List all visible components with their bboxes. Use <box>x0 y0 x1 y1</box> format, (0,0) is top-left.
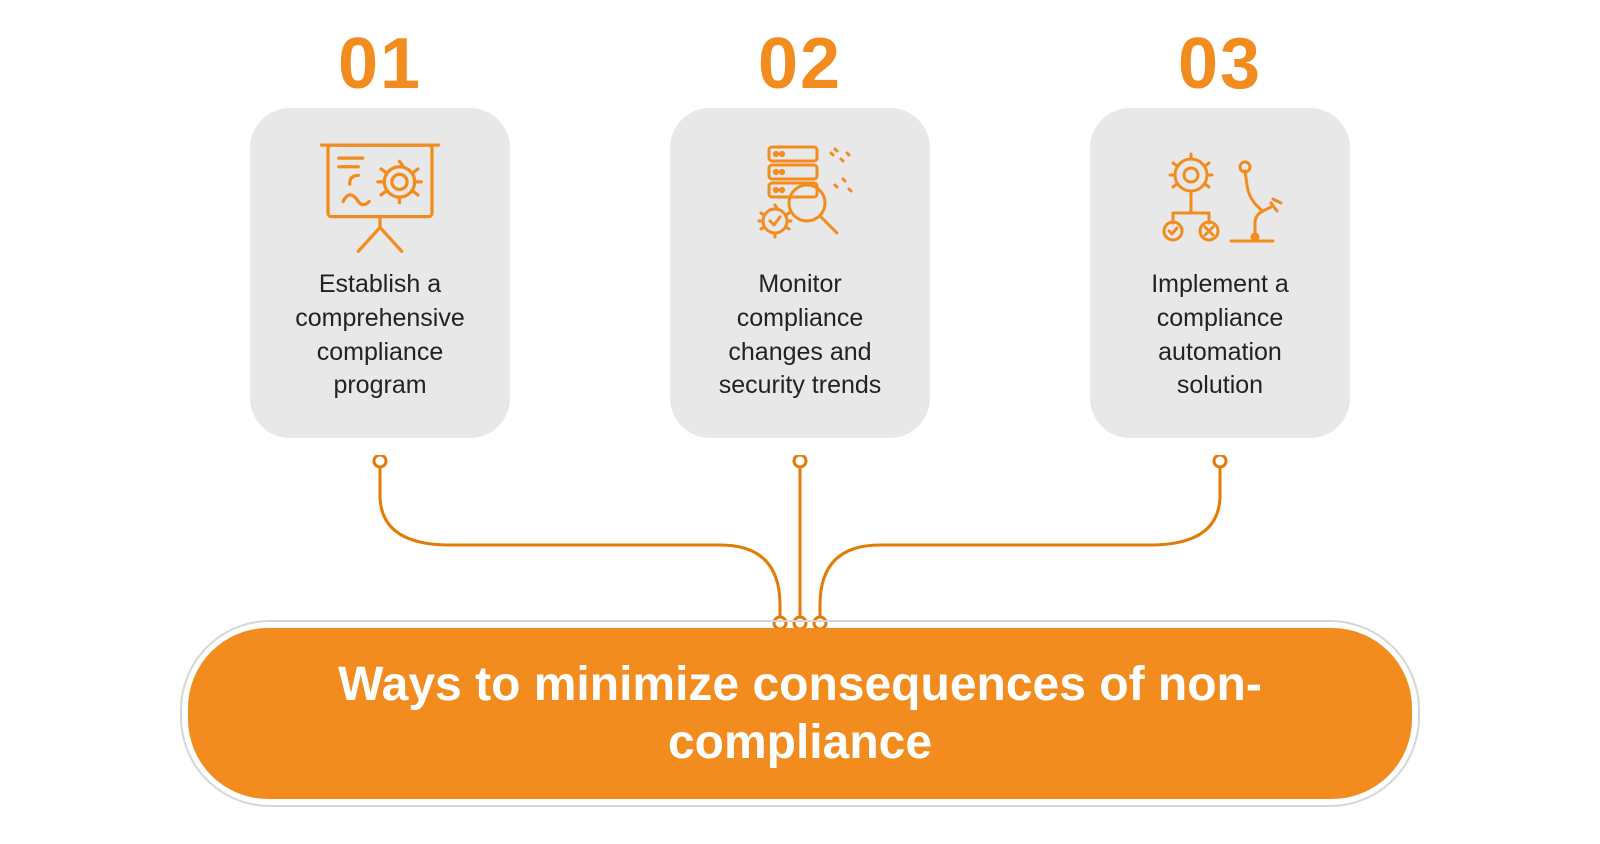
step-text-1: Establish a comprehensive compliance pro… <box>272 268 488 403</box>
cards-row: 01 <box>0 28 1600 438</box>
step-card-1: Establish a comprehensive compliance pro… <box>250 108 510 438</box>
title-pill-outer: Ways to minimize consequences of non-com… <box>180 620 1420 807</box>
infographic-canvas: 01 <box>0 0 1600 844</box>
step-number-1: 01 <box>338 28 422 100</box>
title-pill: Ways to minimize consequences of non-com… <box>188 628 1412 799</box>
monitor-search-icon <box>735 136 865 256</box>
title-text: Ways to minimize consequences of non-com… <box>228 656 1372 771</box>
step-number-2: 02 <box>758 28 842 100</box>
automation-robot-icon <box>1155 136 1285 256</box>
step-card-3: Implement a compliance automation soluti… <box>1090 108 1350 438</box>
connector-lines <box>0 455 1600 645</box>
presentation-gear-icon <box>315 136 445 256</box>
step-column-1: 01 <box>250 28 510 438</box>
step-card-2: Monitor compliance changes and security … <box>670 108 930 438</box>
step-column-2: 02 <box>670 28 930 438</box>
step-text-2: Monitor compliance changes and security … <box>692 268 908 403</box>
step-number-3: 03 <box>1178 28 1262 100</box>
step-column-3: 03 <box>1090 28 1350 438</box>
step-text-3: Implement a compliance automation soluti… <box>1112 268 1328 403</box>
